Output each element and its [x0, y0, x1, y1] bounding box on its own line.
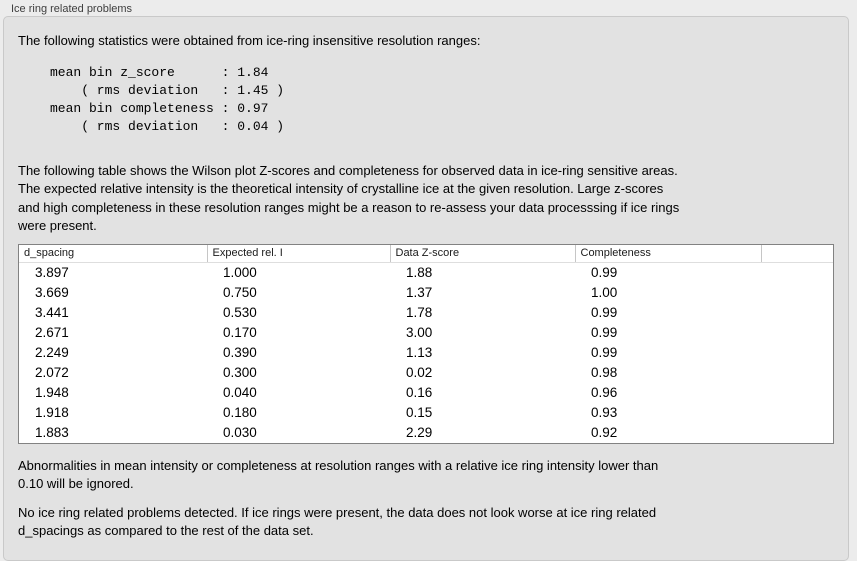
table-cell: 1.37	[406, 284, 433, 300]
stats-block: mean bin z_score : 1.84 ( rms deviation …	[50, 64, 285, 134]
column-header-completeness[interactable]: Completeness	[574, 244, 761, 263]
table-cell: 0.99	[591, 324, 618, 340]
table-row[interactable]: 2.072 0.300 0.02 0.98	[19, 363, 833, 383]
table-cell-filler	[761, 383, 833, 403]
table-cell-filler	[761, 323, 833, 343]
table-row[interactable]: 3.897 1.000 1.88 0.99	[19, 262, 833, 283]
intro-text: The following statistics were obtained f…	[18, 33, 481, 48]
table-cell: 1.00	[591, 284, 618, 300]
table-cell: 0.15	[406, 404, 433, 420]
table-cell: 0.99	[591, 304, 618, 320]
table-cell: 1.948	[35, 384, 69, 400]
table-cell: 0.98	[591, 364, 618, 380]
description-text: The following table shows the Wilson plo…	[18, 162, 680, 234]
table-cell: 1.000	[223, 264, 257, 280]
table-row[interactable]: 3.441 0.530 1.78 0.99	[19, 303, 833, 323]
table-cell: 2.249	[35, 344, 69, 360]
table-cell-filler	[761, 423, 833, 443]
table-cell-filler	[761, 403, 833, 423]
table-cell-filler	[761, 363, 833, 383]
table-row[interactable]: 1.883 0.030 2.29 0.92	[19, 423, 833, 443]
table-cell: 2.29	[406, 424, 433, 440]
table-cell: 0.02	[406, 364, 433, 380]
table-cell-filler	[761, 303, 833, 323]
table-cell-filler	[761, 343, 833, 363]
table-cell-filler	[761, 262, 833, 283]
table-cell: 0.96	[591, 384, 618, 400]
table-cell: 1.78	[406, 304, 433, 320]
table-cell: 1.88	[406, 264, 433, 280]
table-header-row: d_spacing Expected rel. I Data Z-score Comp…	[19, 244, 833, 263]
table-cell: 1.883	[35, 424, 69, 440]
ice-ring-panel: The following statistics were obtained f…	[3, 16, 849, 561]
column-header-d-spacing[interactable]: d_spacing	[19, 244, 207, 263]
table-row[interactable]: 1.948 0.040 0.16 0.96	[19, 383, 833, 403]
conclusion-text: No ice ring related problems detected. I…	[18, 504, 657, 539]
table-cell: 0.99	[591, 264, 618, 280]
table-cell: 0.16	[406, 384, 433, 400]
panel-title: Ice ring related problems	[11, 3, 133, 15]
table-cell: 0.040	[223, 384, 257, 400]
table-cell: 1.13	[406, 344, 433, 360]
table-cell: 0.170	[223, 324, 257, 340]
table-cell: 0.390	[223, 344, 257, 360]
table-cell: 0.99	[591, 344, 618, 360]
ignore-note-text: Abnormalities in mean intensity or compl…	[18, 457, 659, 492]
table-cell: 2.671	[35, 324, 69, 340]
table-cell: 0.530	[223, 304, 257, 320]
table-cell: 3.00	[406, 324, 433, 340]
table-cell: 1.918	[35, 404, 69, 420]
table-cell-filler	[761, 283, 833, 303]
table-cell: 3.897	[35, 264, 69, 280]
table-cell: 0.750	[223, 284, 257, 300]
column-header-data-z-score[interactable]: Data Z-score	[389, 244, 575, 263]
table-cell: 3.441	[35, 304, 69, 320]
ice-ring-data-table: d_spacing Expected rel. I Data Z-score Comp…	[19, 244, 833, 443]
table-cell: 0.180	[223, 404, 257, 420]
table-cell: 0.030	[223, 424, 257, 440]
table-cell: 0.93	[591, 404, 618, 420]
table-row[interactable]: 2.249 0.390 1.13 0.99	[19, 343, 833, 363]
column-header-filler	[760, 244, 833, 263]
table-cell: 2.072	[35, 364, 69, 380]
table-cell: 0.92	[591, 424, 618, 440]
column-header-expected-rel-i[interactable]: Expected rel. I	[206, 244, 390, 263]
table-cell: 0.300	[223, 364, 257, 380]
table-row[interactable]: 2.671 0.170 3.00 0.99	[19, 323, 833, 343]
ice-ring-table: d_spacing Expected rel. I Data Z-score Comp…	[18, 243, 834, 444]
table-row[interactable]: 1.918 0.180 0.15 0.93	[19, 403, 833, 423]
table-row[interactable]: 3.669 0.750 1.37 1.00	[19, 283, 833, 303]
table-cell: 3.669	[35, 284, 69, 300]
